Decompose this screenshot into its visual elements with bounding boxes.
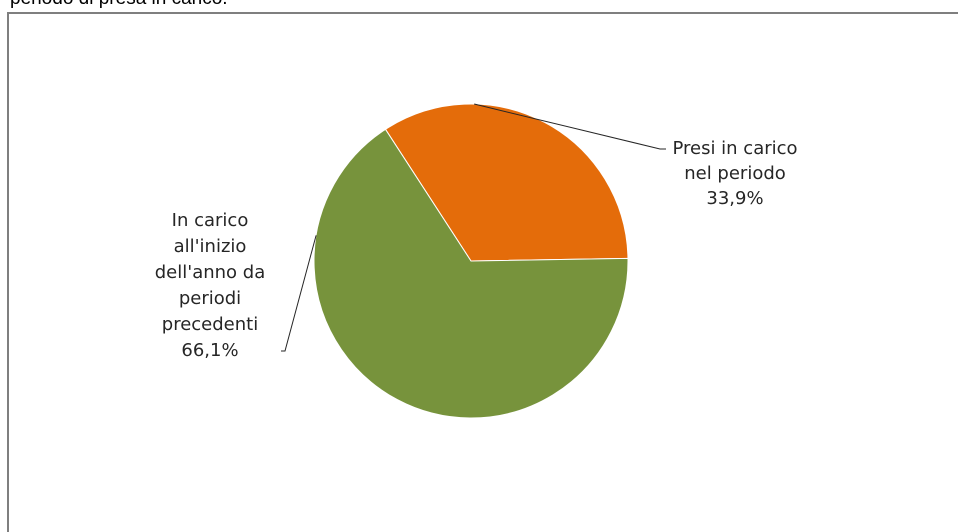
slice-2-label-line: periodi [179,288,241,309]
slice-1-label-line: Presi in carico [672,138,797,159]
figure-caption: periodo di presa in carico. [10,0,228,10]
slice-1-label-line: nel periodo [684,163,786,184]
pie-slice-1 [384,103,629,262]
leader-line-1 [474,103,666,150]
slice-2-label-line: all'inizio [174,236,247,257]
pie-slice-2 [313,128,629,419]
slice-2-label-line: dell'anno da [155,262,266,283]
leader-line-2 [281,235,317,352]
chart-frame [7,12,958,532]
slice-2-label-line: precedenti [162,314,258,335]
slice-2-value-label: 66,1% [181,340,238,361]
slice-1-value-label: 33,9% [706,188,763,209]
slice-2-label-line: In carico [172,210,249,231]
